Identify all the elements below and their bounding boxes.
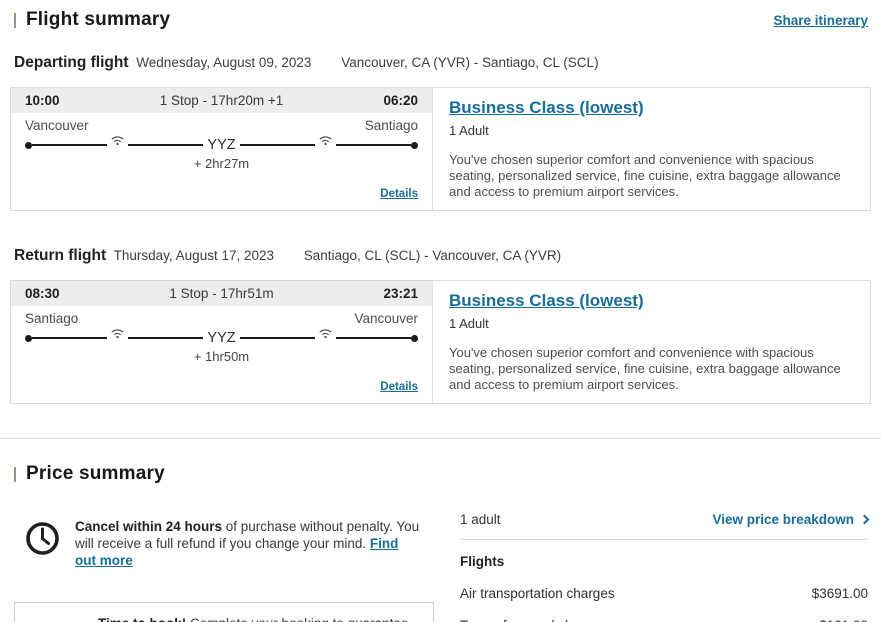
departing-cabin-info: Business Class (lowest) 1 Adult You've c… — [433, 88, 870, 210]
cancel-notice-text: Cancel within 24 hours of purchase witho… — [75, 519, 420, 568]
wifi-icon — [110, 133, 125, 151]
cabin-description: You've chosen superior comfort and conve… — [449, 345, 841, 392]
stopover-code: YYZ — [207, 137, 236, 153]
duration-stops: 1 Stop - 17hr20m +1 — [159, 93, 284, 108]
city-pair: Vancouver Santiago — [25, 118, 418, 133]
origin-city: Santiago — [25, 311, 79, 326]
wifi-icon — [318, 326, 333, 344]
charge-row: Taxes, fees and charges $101.88 — [460, 618, 868, 622]
wifi-icon — [110, 326, 125, 344]
return-flight-itinerary: 08:30 1 Stop - 17hr51m 23:21 Santiago Va… — [11, 281, 433, 403]
departing-flight-date: Wednesday, August 09, 2023 — [136, 55, 312, 70]
charge-label: Taxes, fees and charges — [460, 618, 606, 622]
city-pair: Santiago Vancouver — [25, 311, 418, 326]
departing-flight-header: Departing flight Wednesday, August 09, 2… — [14, 54, 867, 72]
price-summary-title: Price summary — [14, 463, 868, 485]
origin-dot — [25, 334, 32, 342]
arrival-time: 23:21 — [383, 286, 418, 301]
wifi-icon — [318, 133, 333, 151]
departure-time: 10:00 — [25, 93, 60, 108]
cabin-passengers: 1 Adult — [449, 123, 489, 138]
departing-flight-itinerary: 10:00 1 Stop - 17hr20m +1 06:20 Vancouve… — [11, 88, 433, 210]
destination-city: Vancouver — [354, 311, 418, 326]
passenger-count: 1 adult — [460, 512, 501, 527]
details-link[interactable]: Details — [380, 188, 418, 200]
flight-timeline: YYZ — [25, 133, 419, 154]
charge-value: $101.88 — [819, 618, 868, 622]
return-flight-date: Thursday, August 17, 2023 — [113, 248, 274, 263]
cabin-passengers: 1 Adult — [449, 316, 489, 331]
duration-stops: 1 Stop - 17hr51m — [169, 286, 274, 301]
charge-value: $3691.00 — [811, 586, 868, 601]
departing-flight-label: Departing flight — [14, 54, 129, 71]
return-flight-header: Return flight Thursday, August 17, 2023 … — [14, 247, 867, 265]
chevron-right-icon — [859, 514, 870, 525]
cabin-description: You've chosen superior comfort and conve… — [449, 152, 841, 199]
departure-time: 08:30 — [25, 286, 60, 301]
return-cabin-info: Business Class (lowest) 1 Adult You've c… — [433, 281, 870, 403]
return-flight-label: Return flight — [14, 247, 107, 264]
arrival-time: 06:20 — [383, 93, 418, 108]
charge-row: Air transportation charges $3691.00 — [460, 586, 868, 601]
stopover-code: YYZ — [207, 330, 236, 346]
share-itinerary-link[interactable]: Share itinerary — [773, 13, 868, 28]
destination-city: Santiago — [364, 118, 418, 133]
flights-charges-label: Flights — [460, 554, 505, 569]
details-link[interactable]: Details — [380, 381, 418, 393]
return-flight-route: Santiago, CL (SCL) - Vancouver, CA (YVR) — [303, 248, 562, 263]
price-summary-header: Price summary — [0, 439, 881, 485]
origin-city: Vancouver — [25, 118, 89, 133]
page-title: Flight summary — [14, 9, 170, 31]
clock-icon — [24, 520, 61, 569]
price-summary-title-text: Price summary — [26, 463, 165, 484]
page-header: Flight summary Share itinerary — [0, 0, 881, 31]
destination-dot — [411, 334, 419, 342]
time-to-book-bold: Time to book! — [98, 616, 186, 622]
view-price-breakdown-link[interactable]: View price breakdown — [712, 512, 870, 527]
departing-flight-route: Vancouver, CA (YVR) - Santiago, CL (SCL) — [341, 55, 599, 70]
price-breakdown-panel: 1 adult View price breakdown Flights Air… — [460, 512, 870, 622]
section-divider — [0, 438, 881, 439]
departing-flight-card: 10:00 1 Stop - 17hr20m +1 06:20 Vancouve… — [10, 87, 871, 211]
cabin-class-link[interactable]: Business Class (lowest) — [449, 291, 644, 310]
countdown-timer: 14:44 — [29, 617, 98, 622]
charge-label: Air transportation charges — [460, 586, 615, 601]
layover-duration: + 2hr27m — [193, 156, 250, 171]
destination-dot — [411, 141, 419, 149]
return-flight-times-bar: 08:30 1 Stop - 17hr51m 23:21 — [11, 281, 432, 306]
cancel-bold-text: Cancel within 24 hours — [75, 519, 223, 534]
time-to-book-box: 14:44 Time to book! Complete your bookin… — [14, 602, 434, 622]
find-out-more-link[interactable]: Find out more — [75, 536, 399, 568]
origin-dot — [25, 141, 32, 149]
flight-timeline: YYZ — [25, 326, 419, 347]
return-flight-card: 08:30 1 Stop - 17hr51m 23:21 Santiago Va… — [10, 280, 871, 404]
time-to-book-text: Time to book! Complete your booking to g… — [98, 615, 419, 622]
accent-bar — [14, 466, 16, 482]
cabin-class-link[interactable]: Business Class (lowest) — [449, 98, 644, 117]
layover-duration: + 1hr50m — [193, 349, 250, 364]
departing-flight-times-bar: 10:00 1 Stop - 17hr20m +1 06:20 — [11, 88, 432, 113]
accent-bar — [14, 12, 16, 28]
page-title-text: Flight summary — [26, 9, 171, 30]
cancel-notice: Cancel within 24 hours of purchase witho… — [14, 518, 434, 569]
